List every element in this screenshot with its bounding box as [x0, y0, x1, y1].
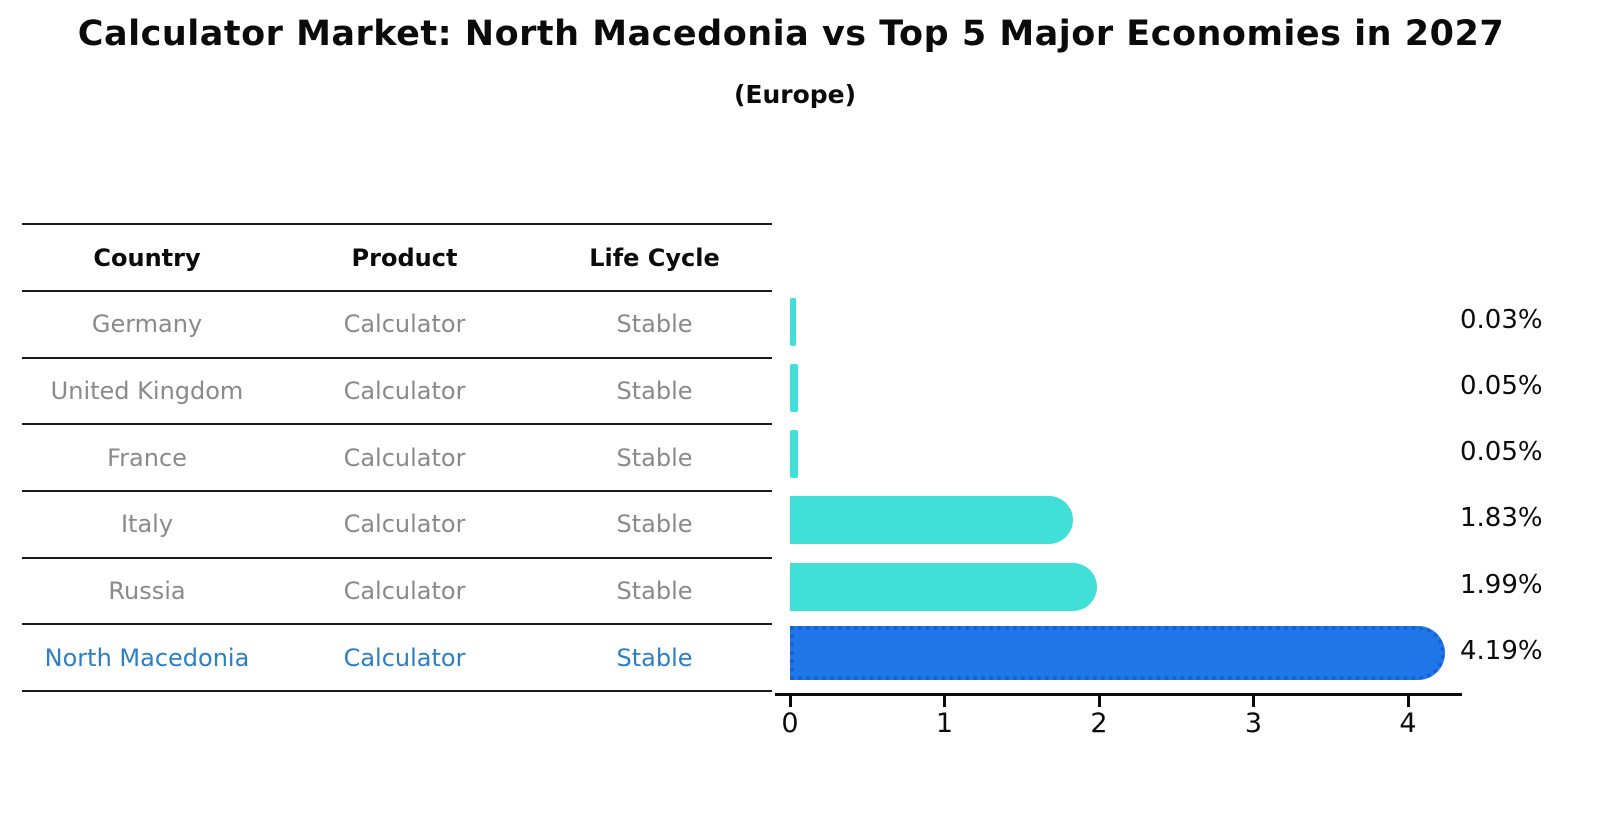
cell-product: Calculator	[343, 643, 466, 672]
table-row: United Kingdom Calculator Stable	[22, 359, 772, 426]
value-label: 0.05%	[1460, 371, 1543, 401]
cell-product: Calculator	[343, 377, 466, 406]
x-axis-tick-label: 3	[1244, 708, 1263, 739]
header-cell-life_cycle: Life Cycle	[589, 243, 720, 272]
cell-life_cycle: Stable	[616, 510, 693, 539]
table-header-row: Country Product Life Cycle	[22, 225, 772, 292]
cell-country: North Macedonia	[44, 643, 250, 672]
cell-country: Russia	[108, 577, 186, 606]
x-axis-line	[775, 693, 1462, 696]
header-cell-product: Product	[351, 243, 458, 272]
value-label: 1.83%	[1460, 503, 1543, 533]
table-row: Russia Calculator Stable	[22, 559, 772, 626]
cell-country: Italy	[120, 510, 174, 539]
header-cell-country: Country	[93, 243, 201, 272]
x-axis-tick	[1097, 696, 1101, 707]
x-axis-tick-label: 0	[781, 708, 799, 739]
bar-france	[790, 430, 798, 478]
x-axis-tick-label: 1	[935, 708, 954, 739]
cell-country: France	[107, 443, 187, 472]
value-label: 0.03%	[1460, 305, 1543, 335]
table-row: North Macedonia Calculator Stable	[22, 625, 772, 693]
value-label: 1.99%	[1460, 570, 1543, 600]
x-axis-tick-label: 4	[1399, 708, 1417, 739]
x-axis-tick	[1406, 696, 1410, 707]
cell-product: Calculator	[343, 310, 466, 339]
cell-life_cycle: Stable	[616, 443, 693, 472]
bar-north-macedonia	[790, 626, 1445, 680]
cell-product: Calculator	[343, 577, 466, 606]
cell-product: Calculator	[343, 510, 466, 539]
cell-product: Calculator	[343, 443, 466, 472]
page-subtitle: (Europe)	[733, 80, 857, 109]
cell-country: Germany	[91, 310, 203, 339]
cell-life_cycle: Stable	[616, 377, 693, 406]
x-axis-tick	[943, 696, 946, 707]
x-axis-tick	[1252, 696, 1255, 707]
table-row: Germany Calculator Stable	[22, 292, 772, 359]
page-title: Calculator Market: North Macedonia vs To…	[77, 14, 1505, 54]
value-label: 0.05%	[1460, 437, 1543, 467]
bar-united-kingdom	[790, 364, 798, 412]
bar-germany	[790, 298, 796, 346]
x-axis-tick	[788, 696, 792, 707]
cell-life_cycle: Stable	[616, 643, 693, 672]
table-row: Italy Calculator Stable	[22, 492, 772, 559]
value-label: 4.19%	[1460, 636, 1543, 666]
cell-country: United Kingdom	[50, 377, 244, 406]
data-table: Country Product Life Cycle Germany Calculato…	[22, 223, 772, 693]
x-axis-tick-label: 2	[1090, 708, 1108, 739]
cell-life_cycle: Stable	[616, 310, 693, 339]
bar-italy	[790, 496, 1073, 544]
bar-russia	[790, 563, 1097, 611]
table-row: France Calculator Stable	[22, 425, 772, 493]
cell-life_cycle: Stable	[616, 577, 693, 606]
